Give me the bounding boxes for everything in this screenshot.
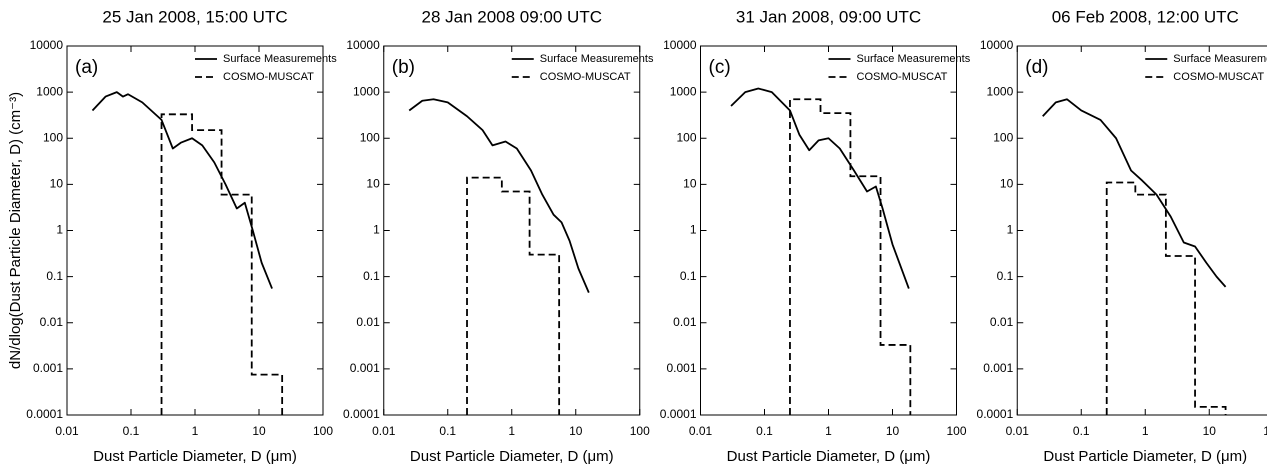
model-step-line — [160, 113, 284, 415]
y-tick-label: 1 — [690, 223, 697, 237]
y-tick-label: 10 — [366, 177, 380, 191]
y-tick-label: 0.01 — [673, 315, 697, 329]
y-tick-label: 1 — [373, 223, 380, 237]
y-tick-label: 0.1 — [680, 269, 697, 283]
y-tick-label: 0.001 — [983, 361, 1013, 375]
y-tick-label: 0.01 — [356, 315, 380, 329]
x-tick-label: 1 — [508, 424, 515, 438]
x-tick-label: 0.1 — [1073, 424, 1090, 438]
panel-title: 06 Feb 2008, 12:00 UTC — [1052, 7, 1239, 26]
x-tick-label: 1 — [192, 424, 199, 438]
x-tick-label: 0.01 — [55, 424, 79, 438]
x-tick-label: 10 — [252, 424, 266, 438]
y-tick-label: 0.1 — [46, 269, 63, 283]
legend-label: COSMO-MUSCAT — [223, 71, 314, 83]
plot-frame — [66, 45, 324, 416]
y-tick-label: 10000 — [980, 38, 1014, 52]
y-tick-label: 1000 — [36, 84, 63, 98]
y-tick-label: 0.01 — [990, 315, 1014, 329]
y-tick-label: 0.0001 — [343, 407, 380, 421]
y-tick-label: 0.001 — [666, 361, 696, 375]
x-tick-label: 0.01 — [372, 424, 396, 438]
y-tick-label: 10 — [683, 177, 697, 191]
x-tick-label: 100 — [1263, 424, 1267, 438]
x-tick-label: 0.01 — [1006, 424, 1030, 438]
y-tick-label: 0.1 — [363, 269, 380, 283]
x-tick-label: 0.1 — [123, 424, 140, 438]
panel-label: (b) — [392, 57, 415, 78]
y-tick-label: 0.0001 — [977, 407, 1014, 421]
y-tick-label: 1 — [56, 223, 63, 237]
legend-label: Surface Measurements — [223, 53, 337, 65]
y-tick-label: 100 — [993, 130, 1013, 144]
x-tick-label: 10 — [886, 424, 900, 438]
x-axis-label: Dust Particle Diameter, D (μm) — [1043, 448, 1247, 465]
y-tick-label: 0.001 — [33, 361, 63, 375]
panel-label: (c) — [709, 57, 731, 78]
x-tick-label: 100 — [313, 424, 333, 438]
y-tick-label: 1000 — [353, 84, 380, 98]
y-tick-label: 1000 — [987, 84, 1014, 98]
y-tick-label: 100 — [360, 130, 380, 144]
x-tick-label: 10 — [569, 424, 583, 438]
plot-frame — [1016, 45, 1267, 416]
y-tick-label: 0.1 — [997, 269, 1014, 283]
y-tick-label: 1 — [1007, 223, 1014, 237]
measurement-line — [408, 98, 590, 293]
y-tick-label: 0.0001 — [660, 407, 697, 421]
panel-label: (a) — [75, 57, 98, 78]
y-tick-label: 10000 — [663, 38, 697, 52]
y-tick-label: 10000 — [30, 38, 64, 52]
model-step-line — [466, 176, 561, 415]
x-tick-label: 10 — [1203, 424, 1217, 438]
panel-label: (d) — [1025, 57, 1048, 78]
y-tick-label: 100 — [676, 130, 696, 144]
measurement-line — [1042, 98, 1227, 288]
measurement-line — [730, 87, 910, 289]
y-tick-label: 10000 — [346, 38, 380, 52]
legend-label: Surface Measurements — [540, 53, 654, 65]
y-tick-label: 10 — [50, 177, 64, 191]
legend-label: COSMO-MUSCAT — [857, 71, 948, 83]
panel-title: 31 Jan 2008, 09:00 UTC — [736, 7, 921, 26]
measurement-line — [91, 91, 273, 289]
y-tick-label: 10 — [1000, 177, 1014, 191]
y-tick-label: 0.001 — [350, 361, 380, 375]
legend-label: Surface Measurements — [1173, 53, 1267, 65]
plot-frame — [700, 45, 957, 416]
y-tick-label: 0.01 — [40, 315, 64, 329]
x-tick-label: 0.01 — [689, 424, 713, 438]
legend-label: COSMO-MUSCAT — [540, 71, 631, 83]
model-step-line — [789, 98, 912, 415]
x-tick-label: 100 — [946, 424, 966, 438]
y-tick-label: 100 — [43, 130, 63, 144]
panel-title: 25 Jan 2008, 15:00 UTC — [102, 7, 287, 26]
x-tick-label: 1 — [1142, 424, 1149, 438]
panel-title: 28 Jan 2008 09:00 UTC — [421, 7, 602, 26]
legend-label: COSMO-MUSCAT — [1173, 71, 1264, 83]
y-axis-label: dN/dlog(Dust Particle Diameter, D) (cm⁻³… — [7, 92, 24, 369]
y-tick-label: 0.0001 — [26, 407, 63, 421]
y-tick-label: 1000 — [670, 84, 697, 98]
x-tick-label: 0.1 — [439, 424, 456, 438]
x-axis-label: Dust Particle Diameter, D (μm) — [93, 448, 297, 465]
x-tick-label: 1 — [825, 424, 832, 438]
x-tick-label: 100 — [630, 424, 650, 438]
legend-label: Surface Measurements — [857, 53, 971, 65]
x-tick-label: 0.1 — [756, 424, 773, 438]
model-step-line — [1105, 181, 1227, 415]
x-axis-label: Dust Particle Diameter, D (μm) — [727, 448, 931, 465]
x-axis-label: Dust Particle Diameter, D (μm) — [410, 448, 614, 465]
